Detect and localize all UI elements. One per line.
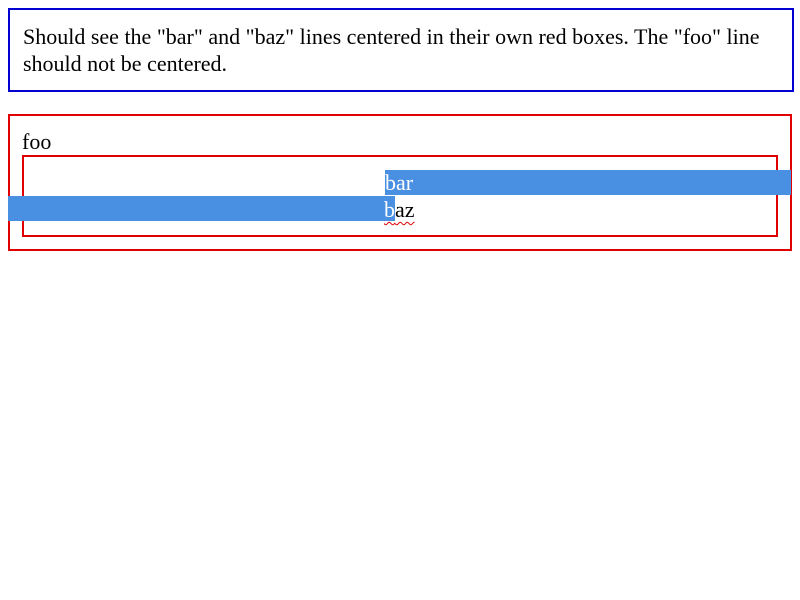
foo-line: foo [22,129,52,154]
selection-highlight-baz [8,196,395,221]
baz-line[interactable]: baz [384,196,415,223]
baz-unselected-text: az [395,197,415,222]
selection-highlight-bar [385,170,791,195]
outer-red-box [8,114,792,251]
baz-selected-char: b [384,197,395,222]
bar-line[interactable]: bar [385,170,414,195]
instructions-text: Should see the "bar" and "baz" lines cen… [8,8,794,92]
